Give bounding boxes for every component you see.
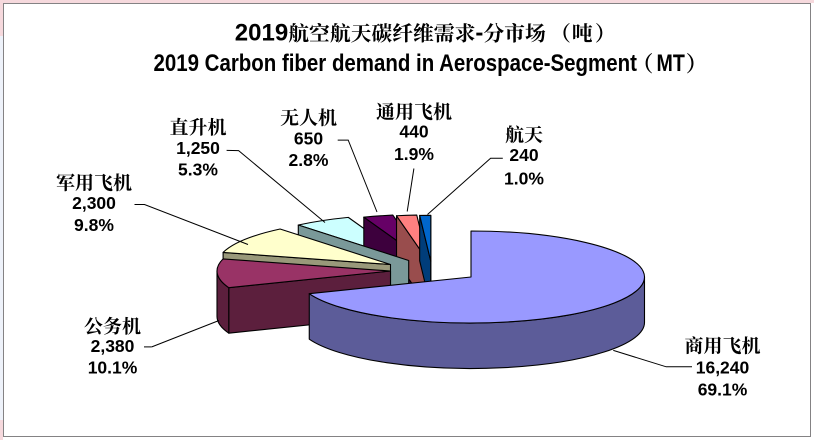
svg-text:10.1%: 10.1%: [88, 358, 138, 378]
svg-text:9.8%: 9.8%: [74, 215, 114, 235]
svg-text:-: -: [475, 20, 483, 47]
svg-text:16,240: 16,240: [696, 358, 750, 378]
svg-text:2019: 2019: [235, 20, 288, 47]
svg-text:2.8%: 2.8%: [289, 150, 329, 170]
svg-text:69.1%: 69.1%: [698, 380, 748, 400]
svg-text:240: 240: [509, 145, 538, 165]
svg-text:5.3%: 5.3%: [178, 160, 218, 180]
svg-text:440: 440: [399, 121, 428, 141]
svg-text:2,300: 2,300: [72, 193, 116, 213]
svg-text:MT: MT: [657, 50, 686, 77]
svg-text:1.9%: 1.9%: [394, 144, 434, 164]
svg-text:1,250: 1,250: [176, 138, 220, 158]
svg-text:650: 650: [294, 128, 323, 148]
svg-text:2,380: 2,380: [91, 336, 135, 356]
svg-text:1.0%: 1.0%: [504, 169, 544, 189]
svg-text:2019 Carbon fiber demand in Ae: 2019 Carbon fiber demand in Aerospace-Se…: [154, 50, 637, 77]
